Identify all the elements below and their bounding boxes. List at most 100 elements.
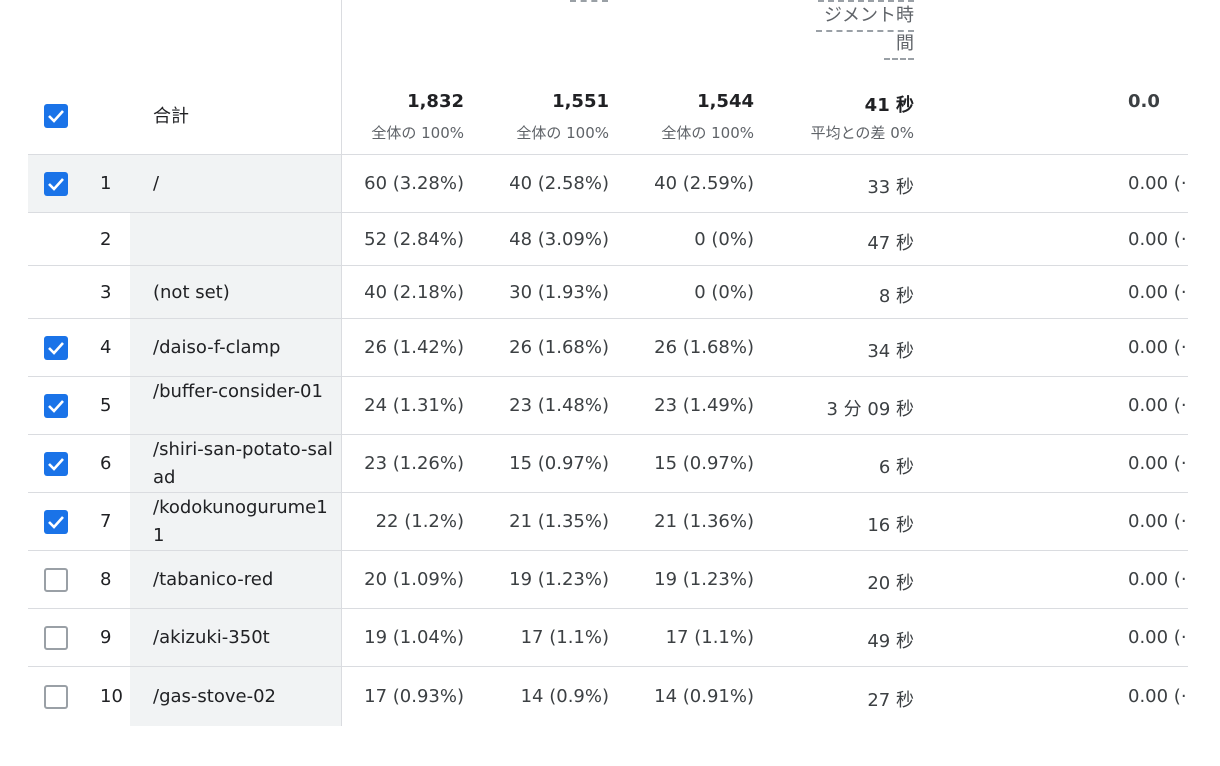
report-table: ジメント時 間 合計 1,832 全体の 100% 1,551 全体の 100%… [28, 0, 1188, 726]
select-all-checkbox[interactable] [44, 104, 68, 128]
metric-cell-c1: 20 (1.09%) [364, 569, 464, 590]
metric-cell-c2: 48 (3.09%) [509, 228, 609, 250]
totals-row [28, 78, 1188, 154]
total-users: 1,551 [552, 91, 609, 112]
page-path-cell-bg [130, 319, 341, 377]
metric-cell-c2: 40 (2.58%) [509, 173, 609, 194]
metric-cell-c2: 19 (1.23%) [509, 569, 609, 590]
metric-cell-c1: 23 (1.26%) [364, 453, 464, 474]
engagement-time-header-line2[interactable]: 間 [884, 30, 914, 60]
page-path[interactable]: /gas-stove-02 [153, 686, 276, 707]
table-row[interactable]: 8/tabanico-red 20 (1.09%) 19 (1.23%) 19 (1.… [28, 550, 1188, 609]
metric-cell-c5: 0.00 (· [1128, 395, 1187, 416]
row-index: 10 [100, 686, 123, 707]
metric-cell-c3: 15 (0.97%) [654, 453, 754, 474]
metric-cell-c4: 3 分 09 秒 [826, 399, 914, 420]
header-dashed-underline [570, 0, 608, 2]
metric-cell-c1: 26 (1.42%) [364, 337, 464, 358]
metric-cell-c2: 23 (1.48%) [509, 395, 609, 416]
table-row[interactable]: 1 / 60 (3.28%) 40 (2.58%) 40 (2.59%) 33 秒 0.00… [28, 154, 1188, 213]
metric-cell-c2: 30 (1.93%) [509, 281, 609, 303]
metric-cell-c1: 40 (2.18%) [364, 281, 464, 303]
metric-cell-c5: 0.00 (· [1128, 173, 1187, 194]
total-views-share: 全体の 100% [371, 124, 464, 142]
row-index: 8 [100, 569, 112, 590]
page-path[interactable]: /daiso-f-clamp [153, 337, 281, 358]
metric-cell-c1: 60 (3.28%) [364, 173, 464, 194]
metric-cell-c4: 33 秒 [867, 177, 914, 198]
metric-cell-c5: 0.00 (· [1128, 228, 1187, 250]
total-views: 1,832 [407, 91, 464, 112]
row-checkbox[interactable] [44, 685, 68, 709]
header-dashed-underline [818, 0, 914, 2]
page-path-cell-bg [130, 213, 341, 266]
metric-cell-c3: 17 (1.1%) [665, 627, 754, 648]
metric-cell-c5: 0.00 (· [1128, 686, 1187, 707]
row-index: 7 [100, 511, 112, 532]
page-path[interactable]: (not set) [153, 281, 230, 303]
table-row[interactable]: 2 52 (2.84%) 48 (3.09%) 0 (0%) 47 秒 0.00 (· [28, 212, 1188, 266]
row-checkbox[interactable] [44, 510, 68, 534]
total-engagement-diff: 平均との差 0% [810, 124, 914, 142]
engagement-time-header-line1[interactable]: ジメント時 [816, 2, 914, 32]
row-checkbox[interactable] [44, 394, 68, 418]
metric-cell-c4: 8 秒 [878, 285, 914, 307]
metric-cell-c3: 0 (0%) [694, 281, 754, 303]
metric-cell-c2: 21 (1.35%) [509, 511, 609, 532]
total-new-users: 1,544 [697, 91, 754, 112]
page-path[interactable]: /tabanico-red [153, 569, 274, 590]
metric-cell-c4: 49 秒 [867, 631, 914, 652]
table-row[interactable]: 3 (not set) 40 (2.18%) 30 (1.93%) 0 (0%) 8 秒 0… [28, 265, 1188, 319]
page-path-cell-bg [130, 609, 341, 667]
row-index: 4 [100, 337, 112, 358]
page-path[interactable]: / [153, 173, 160, 194]
row-checkbox[interactable] [44, 568, 68, 592]
table-row[interactable]: 6/shiri-san-potato-salad 23 (1.26%) 15 (0.… [28, 434, 1188, 493]
table-row[interactable]: 4/daiso-f-clamp 26 (1.42%) 26 (1.68%) 26 (1… [28, 318, 1188, 377]
page-path-cell-bg [130, 667, 341, 726]
metric-cell-c5: 0.00 (· [1128, 337, 1187, 358]
metric-cell-c5: 0.00 (· [1128, 627, 1187, 648]
metric-cell-c5: 0.00 (· [1128, 569, 1187, 590]
metric-cell-c1: 24 (1.31%) [364, 395, 464, 416]
metric-cell-c1: 22 (1.2%) [375, 511, 464, 532]
total-new-users-share: 全体の 100% [661, 124, 754, 142]
row-checkbox[interactable] [44, 626, 68, 650]
page-path[interactable]: /akizuki-350t [153, 627, 270, 648]
total-col5: 0.0 [1128, 91, 1160, 112]
metric-cell-c4: 27 秒 [867, 690, 914, 711]
metric-cell-c3: 14 (0.91%) [654, 686, 754, 707]
page-path[interactable]: /kodokunogurume11 [153, 497, 328, 546]
metric-cell-c3: 23 (1.49%) [654, 395, 754, 416]
row-checkbox[interactable] [44, 336, 68, 360]
table-row[interactable]: 7/kodokunogurume11 22 (1.2%) 21 (1.35%) 21 … [28, 492, 1188, 551]
metric-cell-c2: 17 (1.1%) [520, 627, 609, 648]
row-index: 5 [100, 395, 112, 416]
page-path-cell-bg [130, 377, 341, 435]
table-row[interactable]: 10/gas-stove-02 17 (0.93%) 14 (0.9%) 14 (0.… [28, 666, 1188, 726]
metric-cell-c4: 16 秒 [867, 515, 914, 536]
total-engagement-time: 41 秒 [864, 95, 914, 116]
page-path-cell-bg [130, 551, 341, 609]
row-index: 9 [100, 627, 112, 648]
metric-cell-c4: 20 秒 [867, 573, 914, 594]
metric-cell-c3: 19 (1.23%) [654, 569, 754, 590]
row-checkbox[interactable] [44, 172, 68, 196]
metric-cell-c2: 26 (1.68%) [509, 337, 609, 358]
metric-cell-c1: 17 (0.93%) [364, 686, 464, 707]
metric-cell-c4: 34 秒 [867, 341, 914, 362]
page-path[interactable]: /shiri-san-potato-salad [153, 439, 333, 488]
metric-cell-c5: 0.00 (· [1128, 453, 1187, 474]
metric-cell-c1: 52 (2.84%) [364, 228, 464, 250]
table-row[interactable]: 9/akizuki-350t 19 (1.04%) 17 (1.1%) 17 (1.1… [28, 608, 1188, 667]
page-path[interactable]: /buffer-consider-01 [153, 381, 323, 402]
metric-cell-c4: 47 秒 [867, 232, 914, 254]
metric-cell-c5: 0.00 (· [1128, 511, 1187, 532]
metric-cell-c3: 26 (1.68%) [654, 337, 754, 358]
row-index: 2 [100, 228, 112, 250]
row-checkbox[interactable] [44, 452, 68, 476]
table-row[interactable]: 5/buffer-consider-01 24 (1.31%) 23 (1.48%)… [28, 376, 1188, 435]
metric-cell-c3: 0 (0%) [694, 228, 754, 250]
metric-cell-c3: 21 (1.36%) [654, 511, 754, 532]
totals-label: 合計 [153, 106, 189, 127]
